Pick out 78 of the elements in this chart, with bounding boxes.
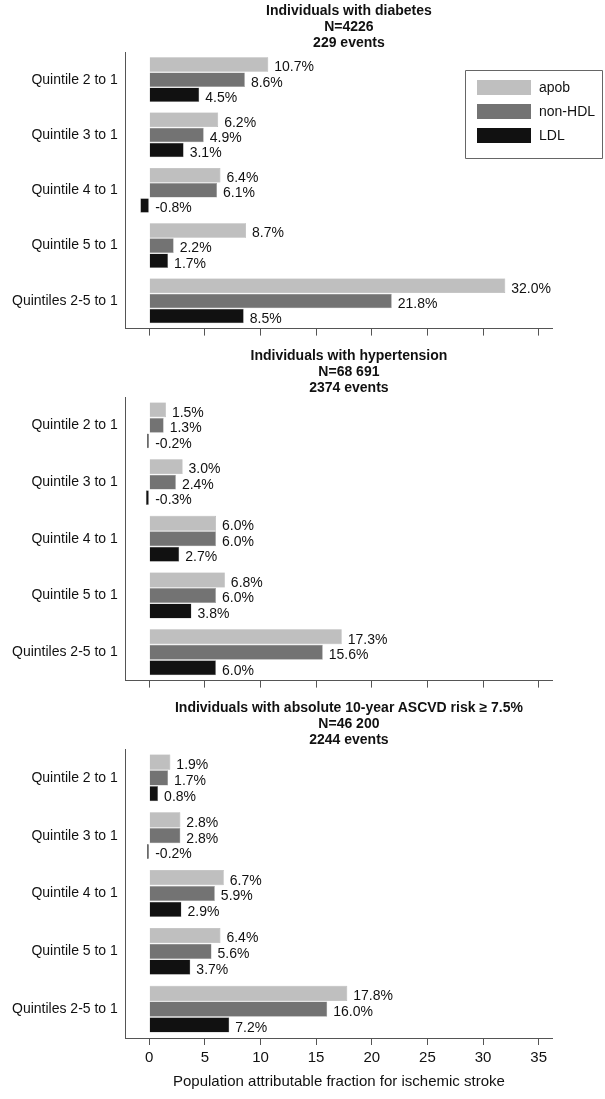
data-label: 32.0%: [511, 279, 551, 296]
chart-subtitle: N=46 200 2244 events: [309, 714, 389, 747]
data-label: 10.7%: [274, 58, 314, 75]
data-label: 17.8%: [353, 987, 393, 1004]
data-label: 1.7%: [174, 771, 207, 788]
y-tick-label: Quintile 2 to 1: [31, 70, 119, 87]
y-tick-label: Quintile 5 to 1: [31, 236, 119, 253]
data-label: 6.4%: [226, 929, 259, 946]
y-tick-label: Quintile 4 to 1: [31, 884, 119, 901]
data-label: 6.8%: [230, 573, 263, 590]
chart-subtitle: N=68 691 2374 events: [309, 362, 389, 395]
y-tick-label: Quintile 3 to 1: [31, 826, 119, 843]
data-label: 21.8%: [397, 294, 438, 311]
data-label: 6.4%: [226, 169, 259, 186]
chart-subtitle: N=4226 229 events: [313, 17, 385, 50]
x-tick-label: 10: [252, 1048, 269, 1066]
y-tick-label: Quintiles 2-5 to 1: [11, 291, 119, 308]
data-label: 2.7%: [185, 548, 218, 565]
data-label: 17.3%: [347, 630, 388, 647]
data-label: 15.6%: [328, 646, 369, 663]
data-label: 2.9%: [187, 903, 220, 920]
x-tick-label: 30: [474, 1048, 492, 1066]
x-tick-label: 20: [363, 1048, 381, 1066]
data-label: 0.8%: [164, 787, 197, 804]
data-label: 5.9%: [220, 887, 253, 904]
y-tick-label: Quintile 4 to 1: [31, 181, 119, 198]
x-tick-label: 0: [145, 1048, 154, 1066]
chart-title: Individuals with diabetes: [266, 1, 432, 18]
chart-title: Individuals with hypertension: [250, 346, 448, 363]
data-label: 5.6%: [217, 945, 250, 962]
x-tick-label: 15: [307, 1048, 325, 1066]
x-tick-label: 25: [419, 1048, 436, 1066]
data-label: 2.4%: [181, 475, 214, 492]
data-label: 6.2%: [224, 113, 257, 130]
x-tick-label: 5: [200, 1048, 210, 1066]
x-tick-label: 35: [530, 1048, 547, 1066]
y-tick-label: Quintile 3 to 1: [31, 472, 119, 489]
data-label: 8.6%: [250, 73, 283, 90]
data-label: -0.3%: [155, 491, 192, 508]
data-label: 6.7%: [229, 871, 262, 888]
data-label: 4.5%: [205, 88, 238, 105]
data-label: 6.0%: [221, 661, 254, 678]
data-label: 2.2%: [179, 239, 212, 256]
data-label: 1.7%: [174, 254, 207, 271]
legend-label: apob: [539, 78, 571, 95]
y-tick-label: Quintiles 2-5 to 1: [11, 643, 119, 660]
legend-label: LDL: [539, 126, 565, 143]
data-label: 16.0%: [333, 1002, 373, 1019]
data-label: 4.9%: [209, 128, 242, 145]
data-label: 3.1%: [189, 143, 222, 160]
data-label: 3.0%: [188, 460, 221, 477]
data-label: 6.0%: [221, 532, 254, 549]
data-label: -0.2%: [155, 845, 192, 862]
data-label: 3.8%: [197, 604, 230, 621]
data-label: 6.1%: [223, 184, 255, 201]
legend-label: non-HDL: [539, 102, 596, 119]
data-label: 1.9%: [176, 755, 209, 772]
y-tick-label: Quintile 5 to 1: [31, 942, 119, 959]
data-label: 3.7%: [196, 960, 229, 977]
x-axis-title: Population attributable fraction for ischemic stroke: [173, 1072, 505, 1090]
y-tick-label: Quintile 3 to 1: [31, 125, 119, 142]
chart-title: Individuals with absolute 10-year ASCVD risk ≥ 7.5%: [174, 698, 524, 715]
y-tick-label: Quintile 2 to 1: [31, 768, 119, 785]
y-tick-label: Quintile 4 to 1: [31, 529, 119, 546]
data-label: 8.7%: [252, 224, 284, 241]
y-tick-label: Quintiles 2-5 to 1: [11, 999, 119, 1016]
y-tick-label: Quintile 2 to 1: [31, 416, 119, 433]
data-label: 1.5%: [171, 403, 204, 420]
data-label: 7.2%: [235, 1018, 268, 1035]
data-label: 1.3%: [169, 419, 202, 436]
data-label: 2.8%: [186, 813, 219, 830]
data-label: -0.8%: [155, 199, 192, 216]
data-label: -0.2%: [155, 434, 192, 451]
y-tick-label: Quintile 5 to 1: [31, 586, 119, 603]
data-label: 6.0%: [221, 589, 254, 606]
data-label: 8.5%: [249, 309, 282, 326]
data-label: 2.8%: [186, 829, 219, 846]
data-label: 6.0%: [221, 517, 254, 534]
